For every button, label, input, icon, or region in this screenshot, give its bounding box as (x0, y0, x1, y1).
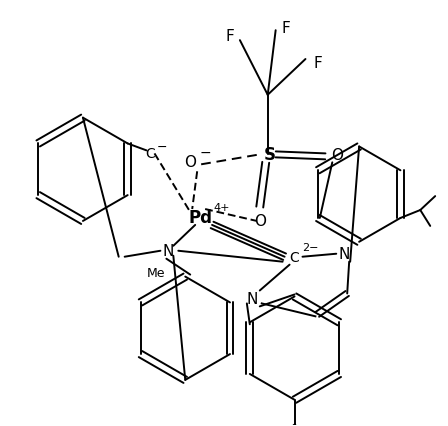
Text: O: O (184, 155, 196, 170)
Text: O: O (331, 147, 343, 162)
Text: N: N (163, 244, 174, 259)
Text: F: F (281, 21, 290, 36)
Text: −: − (199, 145, 211, 159)
Text: N: N (246, 291, 258, 306)
Text: 2−: 2− (302, 242, 319, 252)
Text: Pd: Pd (188, 208, 212, 227)
Text: Me: Me (147, 267, 166, 279)
Text: N: N (339, 247, 350, 262)
Text: F: F (226, 29, 234, 43)
Text: −: − (157, 141, 168, 153)
Text: F: F (313, 56, 322, 71)
Text: O: O (254, 214, 266, 229)
Text: C: C (146, 147, 155, 161)
Text: 4+: 4+ (214, 202, 230, 213)
Text: S: S (264, 146, 276, 164)
Text: C: C (290, 250, 299, 264)
